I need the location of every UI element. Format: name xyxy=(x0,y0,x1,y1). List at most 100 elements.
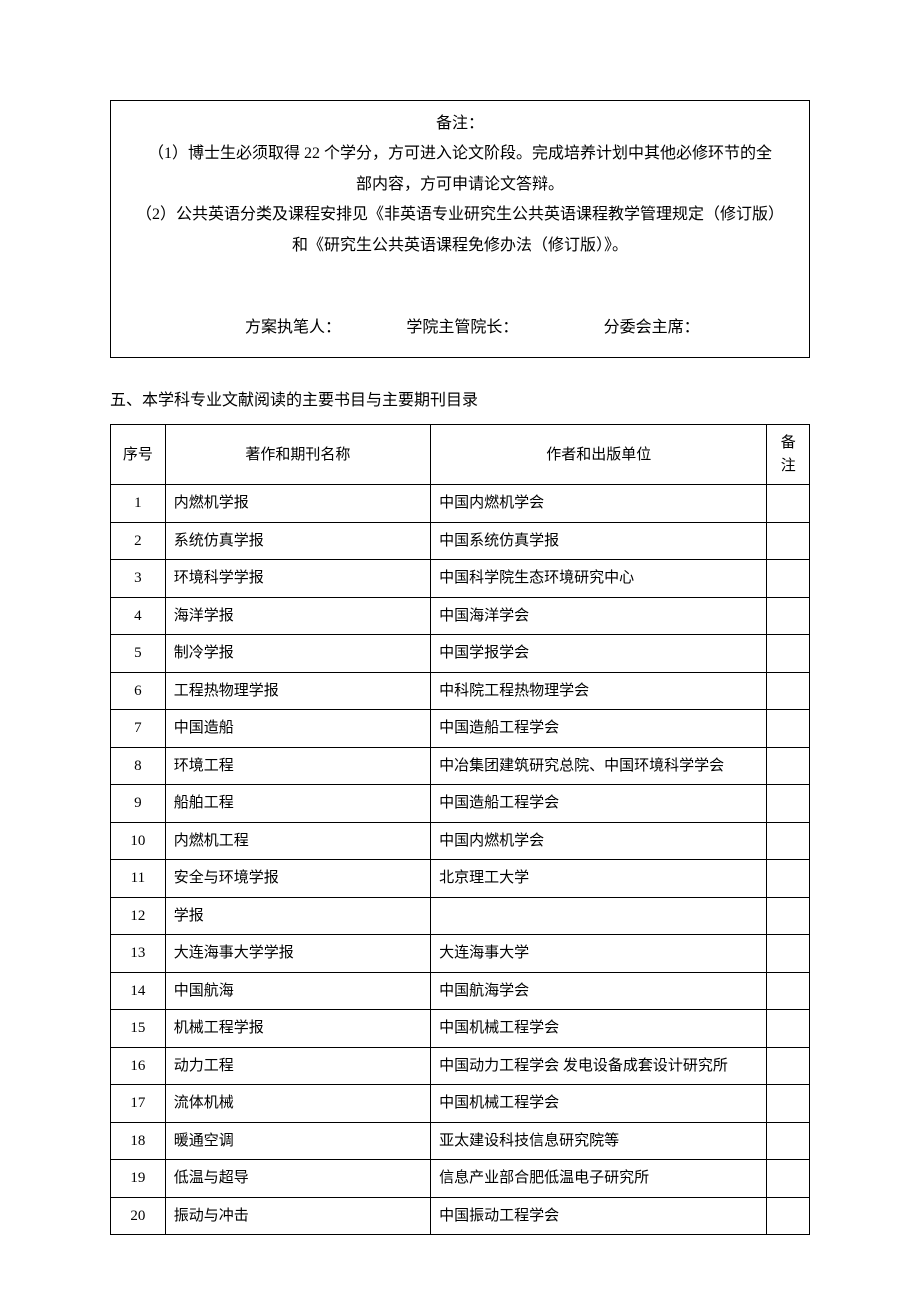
references-table: 序号 著作和期刊名称 作者和出版单位 备 注 1内燃机学报中国内燃机学会2系统仿… xyxy=(110,424,810,1235)
table-row: 13大连海事大学学报大连海事大学 xyxy=(111,935,810,973)
cell-index: 2 xyxy=(111,522,166,560)
cell-publisher: 中国造船工程学会 xyxy=(431,785,767,823)
cell-index: 20 xyxy=(111,1197,166,1235)
table-row: 14中国航海中国航海学会 xyxy=(111,972,810,1010)
cell-title: 环境工程 xyxy=(165,747,430,785)
cell-index: 17 xyxy=(111,1085,166,1123)
cell-publisher: 中国科学院生态环境研究中心 xyxy=(431,560,767,598)
col-header-note-a: 备 xyxy=(781,435,796,451)
table-row: 10内燃机工程中国内燃机学会 xyxy=(111,822,810,860)
note-line-1: （1）博士生必须取得 22 个学分，方可进入论文阶段。完成培养计划中其他必修环节… xyxy=(125,139,795,169)
cell-title: 流体机械 xyxy=(165,1085,430,1123)
cell-title: 海洋学报 xyxy=(165,597,430,635)
notes-title: 备注： xyxy=(125,109,795,139)
cell-publisher: 亚太建设科技信息研究院等 xyxy=(431,1122,767,1160)
cell-publisher: 中国机械工程学会 xyxy=(431,1085,767,1123)
cell-publisher: 北京理工大学 xyxy=(431,860,767,898)
cell-note xyxy=(767,822,810,860)
cell-index: 11 xyxy=(111,860,166,898)
table-row: 8环境工程中冶集团建筑研究总院、中国环境科学学会 xyxy=(111,747,810,785)
cell-publisher: 中国系统仿真学报 xyxy=(431,522,767,560)
signature-chair: 分委会主席： xyxy=(604,313,765,343)
note-line-2: 部内容，方可申请论文答辩。 xyxy=(125,170,795,200)
col-header-note: 备 注 xyxy=(767,425,810,485)
cell-title: 系统仿真学报 xyxy=(165,522,430,560)
table-row: 18暖通空调亚太建设科技信息研究院等 xyxy=(111,1122,810,1160)
table-row: 11安全与环境学报北京理工大学 xyxy=(111,860,810,898)
cell-title: 安全与环境学报 xyxy=(165,860,430,898)
cell-title: 学报 xyxy=(165,897,430,935)
cell-index: 1 xyxy=(111,485,166,523)
cell-index: 14 xyxy=(111,972,166,1010)
note-line-4: 和《研究生公共英语课程免修办法（修订版）》。 xyxy=(125,231,795,261)
cell-publisher: 大连海事大学 xyxy=(431,935,767,973)
notes-box: 备注： （1）博士生必须取得 22 个学分，方可进入论文阶段。完成培养计划中其他… xyxy=(110,100,810,358)
cell-publisher xyxy=(431,897,767,935)
section-title: 五、本学科专业文献阅读的主要书目与主要期刊目录 xyxy=(110,386,810,410)
table-row: 17流体机械中国机械工程学会 xyxy=(111,1085,810,1123)
cell-title: 制冷学报 xyxy=(165,635,430,673)
cell-note xyxy=(767,672,810,710)
cell-note xyxy=(767,785,810,823)
cell-index: 3 xyxy=(111,560,166,598)
cell-note xyxy=(767,1047,810,1085)
cell-publisher: 中国内燃机学会 xyxy=(431,485,767,523)
cell-publisher: 中国学报学会 xyxy=(431,635,767,673)
cell-note xyxy=(767,897,810,935)
cell-title: 动力工程 xyxy=(165,1047,430,1085)
cell-publisher: 中国动力工程学会 发电设备成套设计研究所 xyxy=(431,1047,767,1085)
table-row: 5制冷学报中国学报学会 xyxy=(111,635,810,673)
cell-index: 16 xyxy=(111,1047,166,1085)
cell-title: 中国航海 xyxy=(165,972,430,1010)
cell-note xyxy=(767,485,810,523)
cell-title: 工程热物理学报 xyxy=(165,672,430,710)
cell-publisher: 信息产业部合肥低温电子研究所 xyxy=(431,1160,767,1198)
cell-title: 低温与超导 xyxy=(165,1160,430,1198)
cell-note xyxy=(767,860,810,898)
cell-title: 暖通空调 xyxy=(165,1122,430,1160)
cell-publisher: 中科院工程热物理学会 xyxy=(431,672,767,710)
cell-note xyxy=(767,1197,810,1235)
col-header-publisher: 作者和出版单位 xyxy=(431,425,767,485)
cell-publisher: 中国造船工程学会 xyxy=(431,710,767,748)
table-header-row: 序号 著作和期刊名称 作者和出版单位 备 注 xyxy=(111,425,810,485)
cell-index: 5 xyxy=(111,635,166,673)
cell-note xyxy=(767,522,810,560)
cell-title: 内燃机学报 xyxy=(165,485,430,523)
cell-index: 8 xyxy=(111,747,166,785)
cell-publisher: 中国内燃机学会 xyxy=(431,822,767,860)
table-row: 4海洋学报中国海洋学会 xyxy=(111,597,810,635)
cell-note xyxy=(767,710,810,748)
cell-title: 振动与冲击 xyxy=(165,1197,430,1235)
table-row: 16动力工程中国动力工程学会 发电设备成套设计研究所 xyxy=(111,1047,810,1085)
cell-title: 船舶工程 xyxy=(165,785,430,823)
cell-index: 13 xyxy=(111,935,166,973)
cell-index: 6 xyxy=(111,672,166,710)
cell-publisher: 中国振动工程学会 xyxy=(431,1197,767,1235)
col-header-title: 著作和期刊名称 xyxy=(165,425,430,485)
cell-index: 4 xyxy=(111,597,166,635)
cell-title: 环境科学学报 xyxy=(165,560,430,598)
table-row: 7中国造船中国造船工程学会 xyxy=(111,710,810,748)
table-row: 2系统仿真学报中国系统仿真学报 xyxy=(111,522,810,560)
note-line-3: （2）公共英语分类及课程安排见《非英语专业研究生公共英语课程教学管理规定（修订版… xyxy=(125,200,795,230)
cell-index: 10 xyxy=(111,822,166,860)
table-row: 19低温与超导信息产业部合肥低温电子研究所 xyxy=(111,1160,810,1198)
cell-title: 内燃机工程 xyxy=(165,822,430,860)
cell-publisher: 中国机械工程学会 xyxy=(431,1010,767,1048)
cell-note xyxy=(767,597,810,635)
table-row: 12学报 xyxy=(111,897,810,935)
cell-index: 15 xyxy=(111,1010,166,1048)
col-header-index: 序号 xyxy=(111,425,166,485)
table-row: 9船舶工程中国造船工程学会 xyxy=(111,785,810,823)
signature-author: 方案执笔人： xyxy=(245,313,406,343)
cell-note xyxy=(767,1160,810,1198)
cell-publisher: 中国海洋学会 xyxy=(431,597,767,635)
cell-note xyxy=(767,1010,810,1048)
cell-publisher: 中冶集团建筑研究总院、中国环境科学学会 xyxy=(431,747,767,785)
table-row: 20振动与冲击中国振动工程学会 xyxy=(111,1197,810,1235)
cell-title: 大连海事大学学报 xyxy=(165,935,430,973)
signature-row: 方案执笔人： 学院主管院长： 分委会主席： xyxy=(125,313,795,347)
cell-index: 12 xyxy=(111,897,166,935)
cell-note xyxy=(767,972,810,1010)
